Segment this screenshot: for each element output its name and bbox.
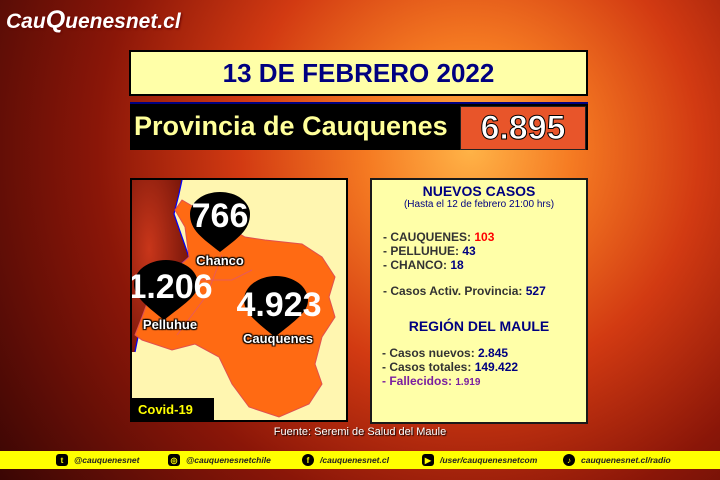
youtube-link[interactable]: ▶/user/cauquenesnetcom: [422, 454, 537, 466]
map-shape: [132, 180, 336, 418]
source-note: Fuente: Seremi de Salud del Maule: [273, 426, 447, 438]
active-cases-row: - Casos Activ. Provincia: 527: [383, 284, 546, 298]
youtube-icon: ▶: [422, 454, 434, 466]
pin-label: Cauquenes: [242, 331, 314, 346]
instagram-link[interactable]: ◎ @cauquenesnetchile: [168, 454, 271, 466]
commune-border: [176, 254, 223, 336]
province-map: 766 Chanco 1.206 Pelluhue 4.923 Cauquene…: [130, 178, 348, 422]
commune-border: [190, 269, 253, 281]
commune-row: - CAUQUENES: 103: [383, 230, 495, 244]
site-logo: CauQuenesnet.cl: [6, 6, 181, 34]
commune-row: - CHANCO: 18: [383, 258, 464, 272]
radio-link[interactable]: ♪ cauquenesnet.cl/radio: [563, 454, 671, 466]
radio-icon: ♪: [563, 454, 575, 466]
cauquenes-province: [134, 199, 336, 418]
facebook-link[interactable]: f/cauquenesnet.cl: [302, 454, 389, 466]
twitter-icon: t: [56, 454, 68, 466]
instagram-icon: ◎: [168, 454, 180, 466]
pin-label: Chanco: [196, 253, 244, 268]
pin-label: Pelluhue: [142, 317, 198, 332]
pin-value: 1.206: [130, 268, 213, 306]
pin-value: 4.923: [236, 286, 322, 324]
facebook-icon: f: [302, 454, 314, 466]
social-footer: t @cauquenesnet ◎ @cauquenesnetchile f/cau…: [0, 451, 720, 469]
pin-chanco: [190, 192, 250, 252]
twitter-link[interactable]: t @cauquenesnet: [56, 454, 139, 466]
province-total: 6.895: [460, 106, 586, 150]
cases-panel: NUEVOS CASOS (Hasta el 12 de febrero 21:…: [370, 178, 588, 424]
pin-pelluhue: [134, 260, 198, 320]
panel-subtitle: (Hasta el 12 de febrero 21:00 hrs): [403, 199, 555, 210]
date-banner: 13 DE FEBRERO 2022: [129, 50, 588, 96]
region-title: REGIÓN DEL MAULE: [408, 318, 550, 334]
covid-badge: Covid-19: [132, 398, 214, 420]
province-label: Provincia de Cauquenes: [134, 111, 448, 141]
province-bar: Provincia de Cauquenes 6.895: [130, 102, 588, 150]
commune-row: - PELLUHUE: 43: [383, 244, 476, 258]
pin-value: 766: [191, 197, 249, 235]
pin-cauquenes: [244, 276, 308, 337]
panel-title: NUEVOS CASOS: [422, 183, 536, 199]
region-row: - Casos nuevos: 2.845: [382, 346, 509, 360]
deaths-row: - Fallecidos: 1.919: [382, 374, 481, 388]
region-row: - Casos totales: 149.422: [382, 360, 519, 374]
